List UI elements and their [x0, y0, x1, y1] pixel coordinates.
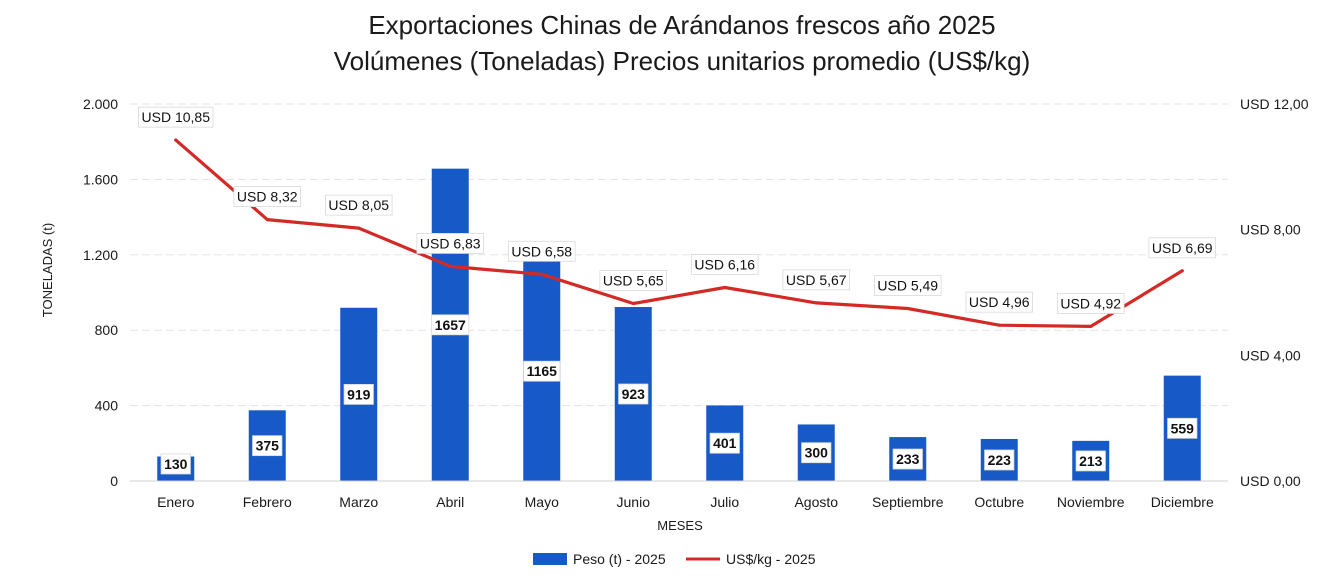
x-tick-label: Julio — [710, 494, 739, 510]
y-left-tick-label: 1.200 — [83, 247, 118, 263]
line-point — [997, 323, 1001, 327]
line-data-label-box — [138, 106, 214, 128]
bar-data-label-box — [709, 432, 740, 454]
y-left-tick-label: 1.600 — [83, 171, 118, 187]
legend-label-line: US$/kg - 2025 — [726, 551, 816, 567]
bar-data-label-box — [984, 449, 1015, 471]
line-data-label: USD 6,16 — [694, 256, 755, 272]
bar-data-label-box — [343, 383, 374, 405]
line-data-label: USD 5,67 — [786, 272, 847, 288]
bar-data-label-box — [1167, 417, 1198, 439]
data-labels: 130 375 919 1657 1165 923 401 300 233 223 213 559 US… — [138, 106, 1217, 475]
line-data-label: USD 8,32 — [237, 189, 298, 205]
y-left-tick-label: 800 — [95, 322, 119, 338]
line-data-label-box — [873, 275, 942, 296]
bar-data-label: 1165 — [527, 363, 558, 379]
x-tick-label: Junio — [617, 494, 651, 510]
legend-label-bars: Peso (t) - 2025 — [573, 551, 666, 567]
bar-data-label: 300 — [805, 445, 829, 461]
bar-data-label-box — [892, 448, 923, 470]
line-data-label-box — [233, 186, 302, 208]
bar-data-label: 223 — [988, 452, 1012, 468]
bar-data-label: 130 — [164, 456, 188, 472]
line-data-label: USD 5,65 — [603, 272, 664, 288]
bar-data-label-box — [431, 314, 470, 336]
y-axis-title: TONELADAS (t) — [40, 223, 55, 317]
chart-subtitle: Volúmenes (Toneladas) Precios unitarios … — [334, 46, 1031, 76]
price-line — [174, 138, 1184, 328]
line-data-label-box — [965, 291, 1034, 313]
line-series — [174, 138, 1184, 328]
x-tick-label: Diciembre — [1151, 494, 1214, 510]
line-data-label: USD 4,92 — [1060, 295, 1121, 311]
y-left-tick-label: 0 — [110, 473, 118, 489]
line-data-label: USD 6,58 — [511, 243, 572, 259]
legend: Peso (t) - 2025 US$/kg - 2025 — [533, 551, 816, 567]
chart-title: Exportaciones Chinas de Arándanos fresco… — [368, 10, 995, 40]
bar-data-label: 919 — [347, 386, 371, 402]
line-point — [540, 272, 544, 276]
y-right-tick-label: USD 12,00 — [1240, 96, 1309, 112]
bar-data-label-box — [1075, 450, 1106, 472]
line-data-label: USD 6,83 — [420, 235, 481, 251]
bar-data-label: 401 — [713, 435, 737, 451]
line-point — [357, 226, 361, 230]
line-data-label-box — [690, 254, 759, 275]
line-data-label-box — [1148, 237, 1217, 259]
x-tick-label: Octubre — [974, 494, 1024, 510]
line-data-label-box — [416, 233, 485, 254]
y-left-tick-label: 400 — [95, 398, 119, 414]
line-data-label: USD 5,49 — [877, 278, 938, 294]
bar-data-label-box — [801, 442, 832, 464]
y-right-tick-label: USD 8,00 — [1240, 222, 1301, 238]
line-data-label-box — [599, 270, 668, 291]
line-data-label-box — [507, 240, 576, 262]
x-axis-title: MESES — [657, 518, 703, 533]
bar-data-label: 213 — [1079, 453, 1103, 469]
x-tick-label: Noviembre — [1057, 494, 1125, 510]
x-tick-label: Marzo — [339, 494, 378, 510]
axes: 0 400 800 1.200 1.600 2.000 USD 0,00 USD 4,00 US… — [83, 96, 1309, 510]
bar-data-label: 923 — [622, 386, 646, 402]
bar-data-label: 233 — [896, 451, 920, 467]
bar-data-label-box — [523, 360, 561, 382]
x-tick-label: Agosto — [794, 494, 838, 510]
x-tick-label: Enero — [157, 494, 195, 510]
line-data-label: USD 6,69 — [1152, 240, 1213, 256]
y-left-tick-label: 2.000 — [83, 96, 118, 112]
line-point — [448, 264, 452, 268]
line-point — [723, 285, 727, 289]
x-tick-label: Abril — [436, 494, 464, 510]
bar-data-label-box — [618, 383, 649, 405]
x-tick-label: Septiembre — [872, 494, 944, 510]
line-point — [631, 301, 635, 305]
line-point — [1180, 269, 1184, 273]
line-point — [1089, 324, 1093, 328]
bar-data-label: 375 — [256, 438, 280, 454]
line-data-label-box — [1056, 293, 1125, 314]
bar-data-label-box — [252, 435, 283, 457]
y-right-tick-label: USD 4,00 — [1240, 347, 1301, 363]
line-data-label: USD 8,05 — [328, 197, 389, 213]
line-data-label: USD 4,96 — [969, 294, 1030, 310]
gridlines — [130, 103, 1228, 407]
line-point — [906, 307, 910, 311]
bar-data-label: 559 — [1171, 420, 1195, 436]
legend-swatch-bars — [533, 553, 567, 565]
bar-data-label: 1657 — [435, 317, 466, 333]
line-point — [265, 218, 269, 222]
line-point — [814, 301, 818, 305]
line-data-label-box — [782, 269, 851, 291]
y-right-tick-label: USD 0,00 — [1240, 473, 1301, 489]
x-tick-label: Mayo — [525, 494, 559, 510]
bar-data-label-box — [160, 453, 191, 475]
line-data-label-box — [324, 194, 393, 216]
line-point — [174, 138, 178, 142]
line-data-label: USD 10,85 — [142, 109, 211, 125]
x-tick-label: Febrero — [243, 494, 292, 510]
